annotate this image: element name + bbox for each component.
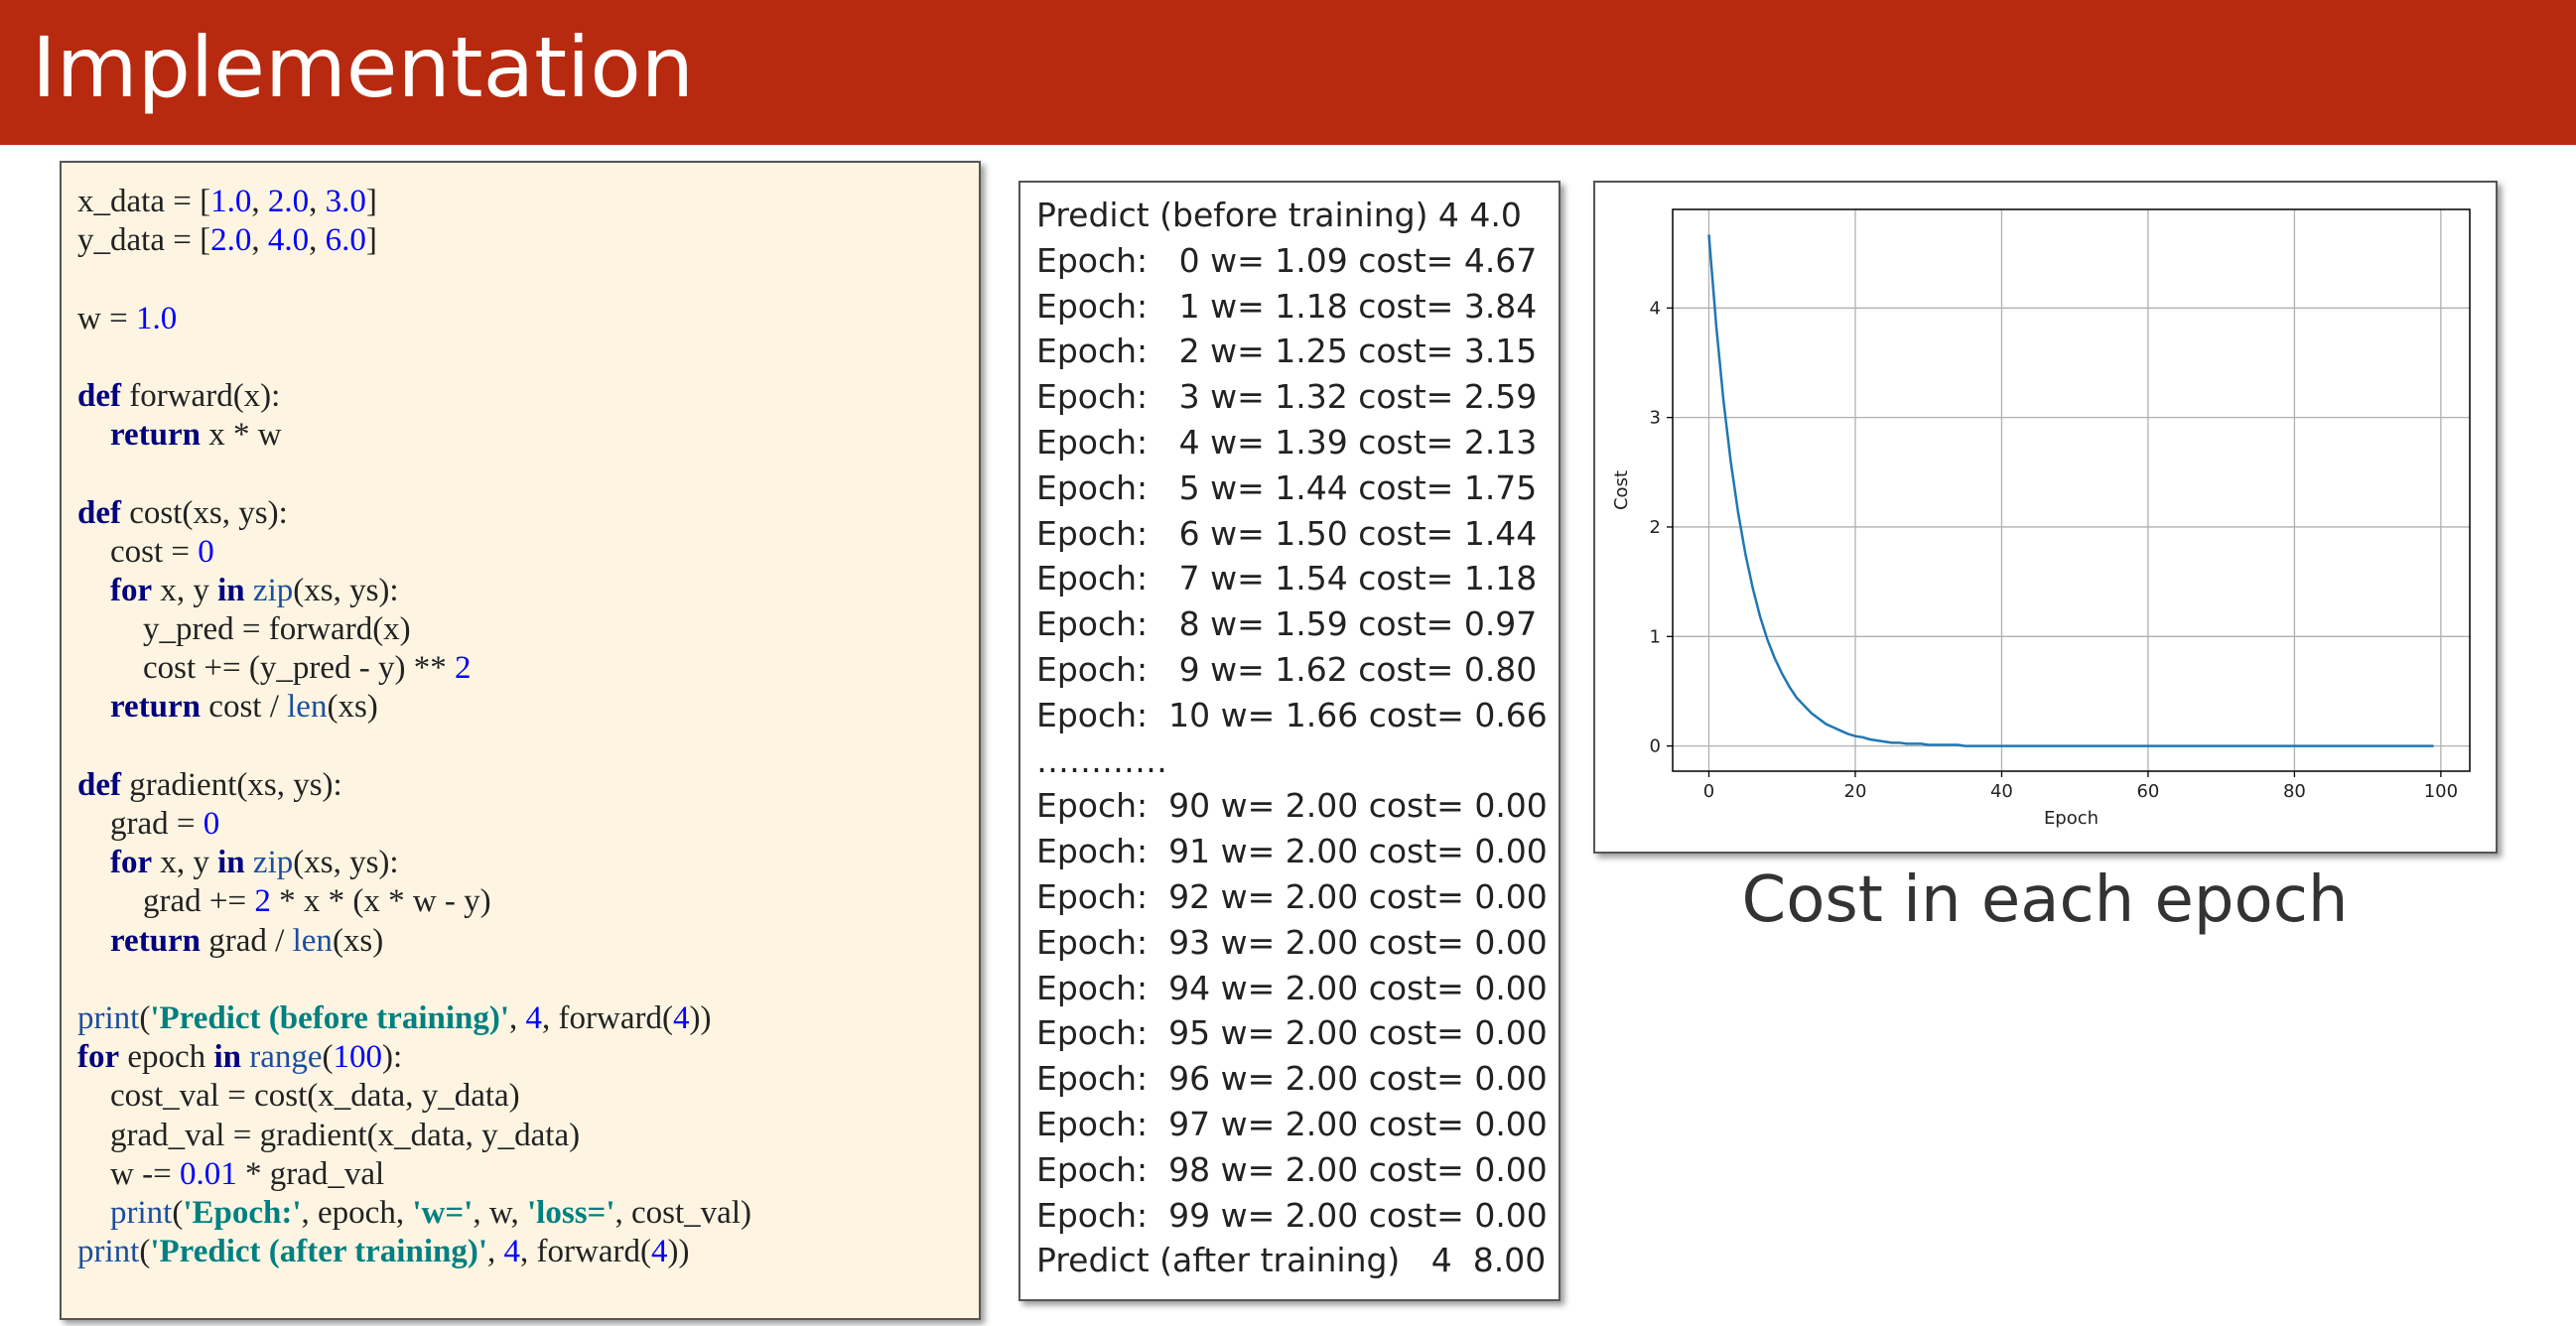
code-line: for x, y in zip(xs, ys): [110,572,399,608]
output-line: Epoch: 94 w= 2.00 cost= 0.00 [1036,968,1548,1007]
y-tick-label: 2 [1650,517,1661,538]
chart: 0 20 40 60 80 100 0 1 2 3 4 Epoch Cost [1611,208,2471,829]
code-line: print('Epoch:', epoch, 'w=', w, 'loss=',… [110,1194,751,1231]
output-line: Epoch: 96 w= 2.00 cost= 0.00 [1036,1059,1548,1099]
code-line: def forward(x): [77,377,281,414]
x-tick-label: 20 [1844,781,1867,802]
output-line: Epoch: 9 w= 1.62 cost= 0.80 [1036,649,1538,689]
output-line: Predict (before training) 4 4.0 [1036,196,1522,234]
code-line: x_data = [1.0, 2.0, 3.0] [77,184,377,219]
data-line [1707,234,2434,747]
title: Implementation [32,19,694,116]
y-tick-label: 0 [1650,736,1661,757]
code-line: grad += 2 * x * (x * w - y) [77,883,491,920]
x-tick-label: 40 [1990,781,2013,802]
output-line: Epoch: 4 w= 1.39 cost= 2.13 [1036,422,1538,462]
output-line: Epoch: 93 w= 2.00 cost= 0.00 [1036,922,1548,962]
y-axis-label: Cost [1611,470,1632,510]
code-line: return cost / len(xs) [110,689,378,726]
output-line: Epoch: 10 w= 1.66 cost= 0.66 [1036,695,1548,734]
output-line: Epoch: 91 w= 2.00 cost= 0.00 [1036,832,1548,871]
code-line: cost += (y_pred - y) ** 2 [77,650,472,687]
code-line: grad = 0 [77,806,220,842]
output-line: Epoch: 7 w= 1.54 cost= 1.18 [1036,559,1538,598]
code-line: y_pred = forward(x) [77,611,411,648]
code-line: return grad / len(xs) [110,922,384,959]
x-tick-label: 0 [1703,781,1714,802]
code-line: print('Predict (after training)', 4, for… [77,1234,690,1270]
code-line: for x, y in zip(xs, ys): [110,845,399,881]
output-line: Epoch: 95 w= 2.00 cost= 0.00 [1036,1013,1548,1053]
code-line: print('Predict (before training)', 4, fo… [77,999,712,1036]
output-line: Epoch: 5 w= 1.44 cost= 1.75 [1036,467,1538,507]
output-line: Epoch: 97 w= 2.00 cost= 0.00 [1036,1104,1548,1143]
code-line: cost = 0 [77,533,214,570]
x-tick-label: 100 [2424,781,2458,802]
x-tick-label: 60 [2136,781,2159,802]
output-line: Epoch: 99 w= 2.00 cost= 0.00 [1036,1195,1548,1235]
code-line: grad_val = gradient(x_data, y_data) [77,1117,581,1153]
output-line: Epoch: 1 w= 1.18 cost= 3.84 [1036,286,1538,326]
y-tick-label: 1 [1650,626,1661,647]
code-block: w = 1.0 [77,300,979,338]
output-line: ………… [1036,740,1167,780]
code-block: def forward(x): return x * w [77,377,979,455]
output-line: Predict (after training) 4 8.00 [1036,1241,1547,1280]
y-tick-label: 3 [1650,408,1661,429]
y-tick-label: 4 [1650,298,1661,319]
code-block: print('Predict (before training)', 4, fo… [77,999,979,1271]
code-line: w = 1.0 [77,300,178,336]
code-line: y_data = [2.0, 4.0, 6.0] [77,222,377,259]
output-line: Epoch: 98 w= 2.00 cost= 0.00 [1036,1149,1548,1189]
code-block: def gradient(xs, ys): grad = 0 for x, y … [77,766,979,961]
code-line: def cost(xs, ys): [77,494,288,531]
output-line: Epoch: 0 w= 1.09 cost= 4.67 [1036,240,1538,280]
plot-frame [1672,208,2471,772]
output-line: Epoch: 6 w= 1.50 cost= 1.44 [1036,513,1538,553]
x-axis-label: Epoch [2044,808,2099,829]
chart-frame: 0 20 40 60 80 100 0 1 2 3 4 Epoch Cost [1593,181,2498,854]
code-line: return x * w [110,417,282,454]
output-box: Predict (before training) 4 4.0 Epoch: 0 … [1018,181,1560,1301]
header: Implementation [0,0,2576,145]
code-block: def cost(xs, ys): cost = 0 for x, y in z… [77,494,979,728]
code-line: for epoch in range(100): [77,1039,403,1076]
code-line: cost_val = cost(x_data, y_data) [77,1078,520,1115]
caption: Cost in each epoch [1741,863,2349,937]
output-line: Epoch: 2 w= 1.25 cost= 3.15 [1036,332,1538,371]
output-line: Epoch: 8 w= 1.59 cost= 0.97 [1036,604,1538,644]
code-line: w -= 0.01 * grad_val [77,1155,385,1192]
x-tick-label: 80 [2283,781,2306,802]
code-block: x_data = [1.0, 2.0, 3.0] y_data = [2.0, 4… [77,183,979,260]
output-line: Epoch: 92 w= 2.00 cost= 0.00 [1036,876,1548,916]
code-box: x_data = [1.0, 2.0, 3.0] y_data = [2.0, 4… [60,161,981,1320]
code-line: def gradient(xs, ys): [77,766,342,803]
output-line: Epoch: 3 w= 1.32 cost= 2.59 [1036,377,1538,417]
output-line: Epoch: 90 w= 2.00 cost= 0.00 [1036,786,1548,826]
